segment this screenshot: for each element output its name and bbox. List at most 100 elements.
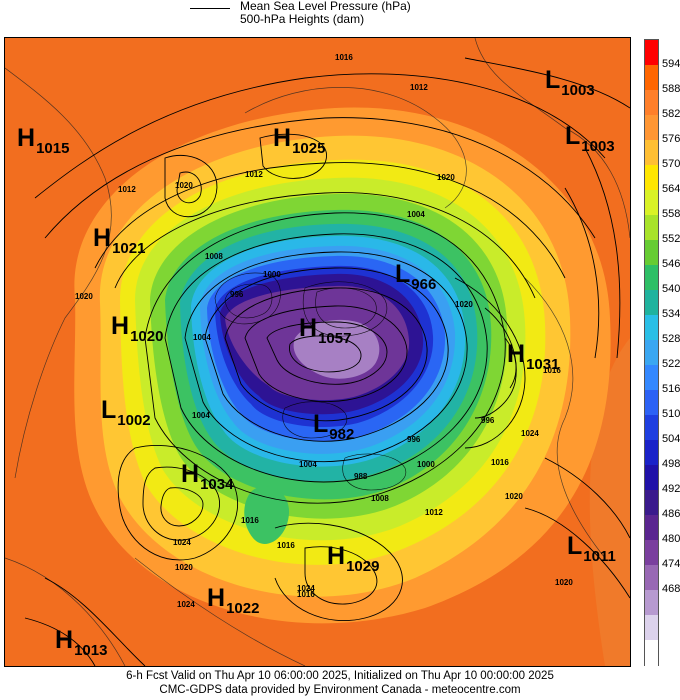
colorbar-swatch xyxy=(645,65,658,91)
isobar-value-label: 996 xyxy=(407,435,421,444)
center-value: 1021 xyxy=(112,240,146,257)
center-letter: H xyxy=(207,584,226,612)
isobar-value-label: 1016 xyxy=(277,541,295,550)
colorbar-swatch xyxy=(645,440,658,466)
isobar-value-label: 1024 xyxy=(297,584,315,593)
pressure-center-h1022: H1022 xyxy=(207,584,260,618)
colorbar-tick-label: 594 xyxy=(662,58,680,70)
map-panel: 1016 1012 1020 1012 1004 1020 1008 1000 996 1020 1… xyxy=(4,37,631,667)
coastlines xyxy=(5,38,630,666)
height-band-474 xyxy=(293,319,380,379)
center-value: 1015 xyxy=(36,140,70,157)
colorbar-tick-label: 516 xyxy=(662,383,680,395)
center-value: 1031 xyxy=(526,356,560,373)
pressure-center-l1011: L1011 xyxy=(567,532,616,566)
colorbar-swatch xyxy=(645,490,658,516)
colorbar-swatch xyxy=(645,640,658,666)
pressure-center-h1015: H1015 xyxy=(17,124,70,158)
isobar-value-label: 1024 xyxy=(173,538,191,547)
colorbar-swatch xyxy=(645,40,658,66)
isobar-value-label: 988 xyxy=(354,472,368,481)
center-value: 1003 xyxy=(561,82,595,99)
colorbar-swatch xyxy=(645,265,658,291)
colorbar-tick-label: 570 xyxy=(662,158,680,170)
colorbar-tick-label: 546 xyxy=(662,258,680,270)
colorbar-swatch xyxy=(645,90,658,116)
footer-credit-line: CMC-GDPS data provided by Environment Ca… xyxy=(159,684,521,696)
pressure-center-l1003-b: L1003 xyxy=(565,122,615,156)
colorbar-swatch xyxy=(645,540,658,566)
colorbar-tick-label: 540 xyxy=(662,283,680,295)
isobar-value-label: 1004 xyxy=(193,333,211,342)
center-letter: H xyxy=(299,314,318,342)
center-value: 966 xyxy=(411,276,437,293)
colorbar-tick-label: 468 xyxy=(662,583,680,595)
center-letter: L xyxy=(567,532,583,560)
isobar-value-label: 1024 xyxy=(521,429,539,438)
isobar-value-label: 1012 xyxy=(118,185,136,194)
center-value: 1022 xyxy=(226,600,260,617)
pressure-center-h1013: H1013 xyxy=(55,626,108,660)
center-value: 1057 xyxy=(318,330,352,347)
colorbar-swatch xyxy=(645,165,658,191)
colorbar-swatch xyxy=(645,340,658,366)
colorbar-tick-label: 534 xyxy=(662,308,680,320)
isobar-value-label: 1016 xyxy=(335,53,353,62)
pressure-center-h1021: H1021 xyxy=(93,226,146,258)
height-field-map xyxy=(5,38,630,666)
isobar-value-label: 1020 xyxy=(555,578,573,587)
center-letter: H xyxy=(181,460,200,488)
isobar-value-label: 996 xyxy=(481,416,495,425)
isobar-value-label: 1012 xyxy=(425,508,443,517)
center-letter: H xyxy=(507,340,526,368)
colorbar-swatch xyxy=(645,390,658,416)
colorbar-tick-label: 504 xyxy=(662,433,680,445)
isobar-value-label: 1008 xyxy=(371,494,389,503)
colorbar-swatch xyxy=(645,290,658,316)
isobar-value-label: 1020 xyxy=(175,181,193,190)
pressure-center-h1034: H1034 xyxy=(181,460,234,494)
isobar-value-label: 1024 xyxy=(177,600,195,609)
colorbar-swatch xyxy=(645,590,658,616)
colorbar-tick-label: 588 xyxy=(662,83,680,95)
colorbar-tick-label: 558 xyxy=(662,208,680,220)
center-value: 1025 xyxy=(292,140,326,157)
colorbar-tick-label: 498 xyxy=(662,458,680,470)
center-value: 1003 xyxy=(581,138,615,155)
center-value: 1034 xyxy=(200,476,234,493)
center-letter: L xyxy=(565,122,581,150)
legend: Mean Sea Level Pressure (hPa) 500-hPa He… xyxy=(0,0,680,36)
isobar-value-label: 1000 xyxy=(263,270,281,279)
colorbar-swatch xyxy=(645,415,658,441)
center-letter: L xyxy=(101,396,117,424)
colorbar-tick-label: 474 xyxy=(662,558,680,570)
isobar-value-label: 1008 xyxy=(205,252,223,261)
isobar-value-label: 1020 xyxy=(175,563,193,572)
colorbar-tick-label: 552 xyxy=(662,233,680,245)
colorbar-tick-label: 486 xyxy=(662,508,680,520)
center-letter: H xyxy=(111,312,130,340)
center-letter: H xyxy=(55,626,74,654)
colorbar-swatch xyxy=(645,240,658,266)
center-value: 1013 xyxy=(74,642,108,659)
pressure-center-h1031: H1031 xyxy=(507,340,560,374)
center-letter: H xyxy=(17,124,36,152)
footer-valid-line: 6-h Fcst Valid on Thu Apr 10 06:00:00 20… xyxy=(126,670,554,682)
colorbar-swatch xyxy=(645,565,658,591)
isobar-value-label: 1004 xyxy=(192,411,210,420)
colorbar-swatch xyxy=(645,215,658,241)
center-letter: H xyxy=(273,124,292,152)
pressure-center-l1002: L1002 xyxy=(101,396,151,430)
legend-line-swatch xyxy=(190,8,230,9)
isobar-value-label: 1020 xyxy=(75,292,93,301)
colorbar-tick-label: 492 xyxy=(662,483,680,495)
center-value: 1011 xyxy=(583,548,616,565)
height-band-552-lobe xyxy=(244,485,290,544)
isobar-value-label: 1012 xyxy=(410,83,428,92)
colorbar-tick-label: 480 xyxy=(662,533,680,545)
pressure-center-h1020: H1020 xyxy=(111,312,163,346)
pressure-center-h1057: H1057 xyxy=(299,314,352,348)
isobar-value-label: 1000 xyxy=(417,460,435,469)
pressure-center-l1003-a: L1003 xyxy=(545,66,595,100)
center-letter: L xyxy=(545,66,561,94)
